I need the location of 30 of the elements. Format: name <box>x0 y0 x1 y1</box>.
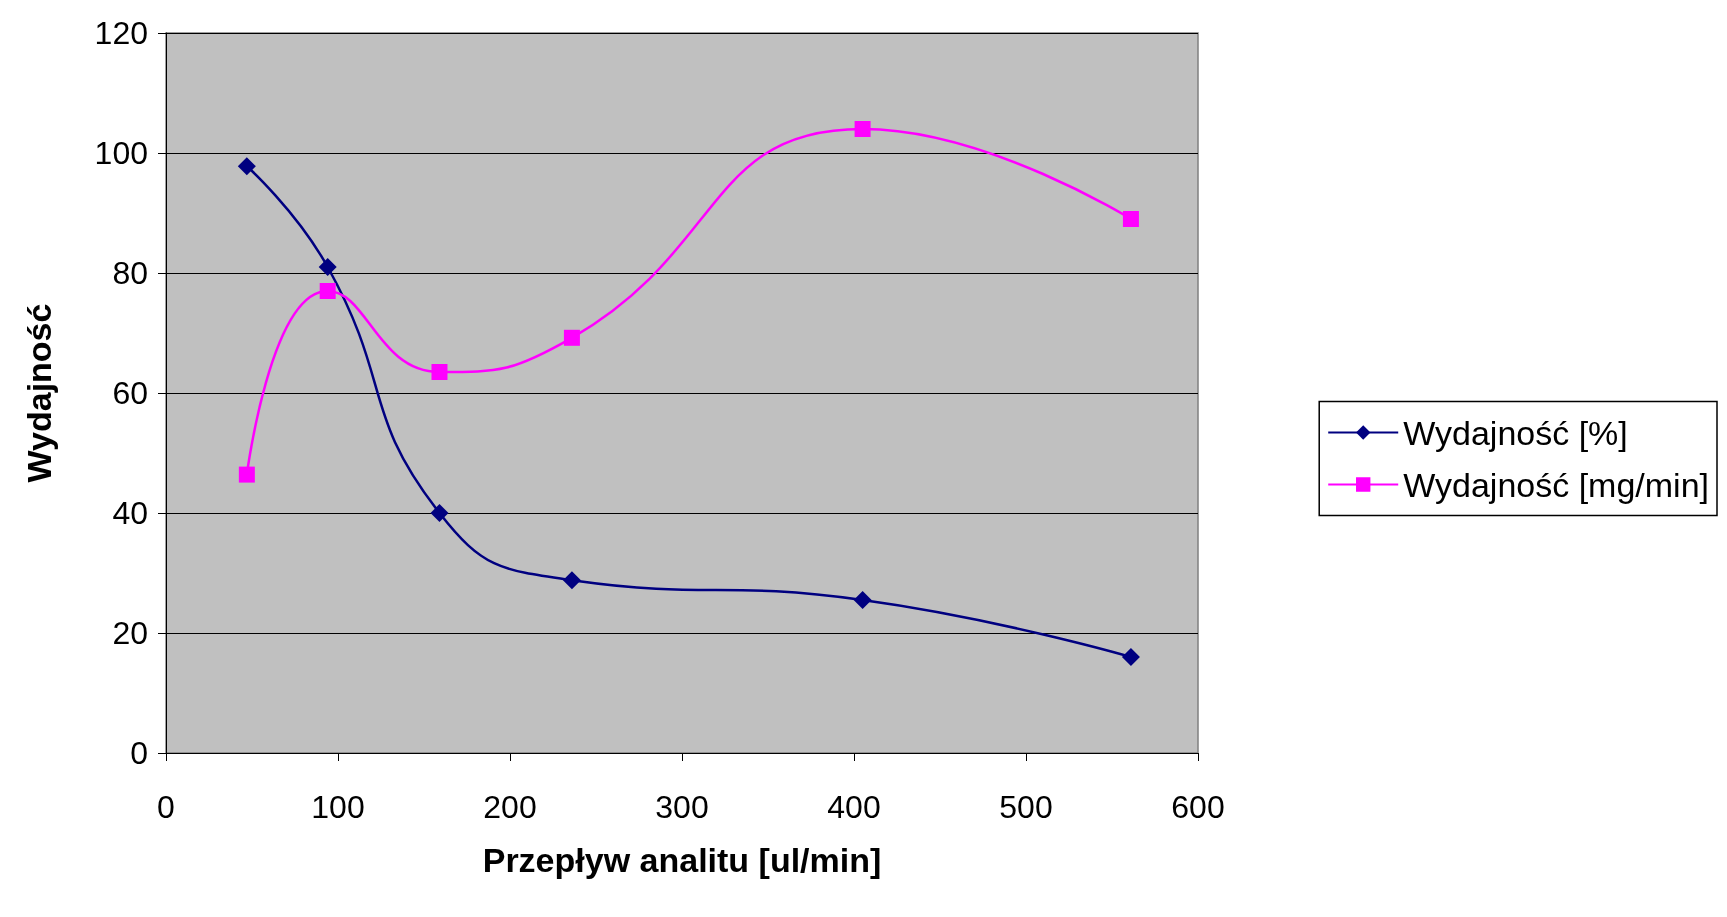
x-tick-label: 0 <box>157 789 175 825</box>
point <box>853 591 872 609</box>
x-tick-label: 600 <box>1171 789 1225 825</box>
point <box>318 258 337 276</box>
legend-label: Wydajność [%] <box>1403 413 1628 452</box>
y-tick-label: 20 <box>112 615 148 651</box>
point <box>1121 648 1140 666</box>
y-tick-label: 0 <box>130 735 148 771</box>
x-tick-label: 100 <box>311 789 365 825</box>
point <box>563 329 580 346</box>
y-tick-label: 80 <box>112 255 148 291</box>
point <box>1122 211 1139 227</box>
x-tick-label: 300 <box>655 789 709 825</box>
y-tick-label: 40 <box>112 495 148 531</box>
point <box>562 571 581 590</box>
x-axis-title: Przepływ analitu [ul/min] <box>482 841 882 879</box>
point <box>854 121 871 137</box>
point <box>319 283 336 299</box>
y-tick-label: 60 <box>112 375 148 411</box>
point <box>430 504 449 522</box>
x-tick-label: 400 <box>827 789 881 825</box>
y-tick-label: 120 <box>94 15 148 51</box>
legend-label: Wydajność [mg/min] <box>1403 465 1710 504</box>
point <box>431 364 448 380</box>
y-tick-label: 100 <box>94 135 148 171</box>
x-tick-label: 500 <box>999 789 1053 825</box>
point <box>238 466 255 483</box>
x-tick-label: 200 <box>483 789 537 825</box>
y-axis-title: Wydajność <box>20 303 58 483</box>
point <box>237 157 256 176</box>
